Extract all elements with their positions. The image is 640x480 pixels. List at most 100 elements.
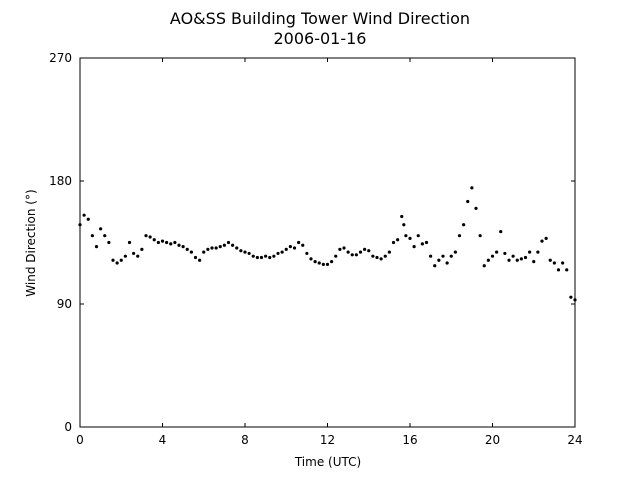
point <box>144 234 148 238</box>
point <box>243 250 247 254</box>
point <box>177 243 181 247</box>
point <box>165 240 169 245</box>
point <box>371 254 375 258</box>
chart-title: AO&SS Building Tower Wind Direction <box>170 9 470 28</box>
point <box>515 258 519 262</box>
point <box>115 261 119 265</box>
point <box>235 246 239 250</box>
point <box>313 260 317 264</box>
point <box>437 258 441 262</box>
point <box>119 258 123 262</box>
point <box>193 255 198 260</box>
point <box>288 245 292 249</box>
x-tick-label: 12 <box>320 433 335 447</box>
point <box>127 240 132 245</box>
point <box>433 264 437 268</box>
point <box>132 251 136 256</box>
point <box>429 254 433 258</box>
point <box>305 251 309 256</box>
point <box>309 257 313 261</box>
point <box>552 261 556 265</box>
point <box>478 234 482 238</box>
point <box>99 227 103 231</box>
point <box>466 199 470 204</box>
point <box>528 250 532 254</box>
point <box>540 239 544 243</box>
point <box>358 250 363 254</box>
point <box>276 251 280 256</box>
point <box>532 260 536 264</box>
point <box>222 243 226 247</box>
point <box>536 250 540 254</box>
point <box>210 246 214 250</box>
point <box>379 257 383 261</box>
point <box>202 250 206 254</box>
point <box>441 254 445 258</box>
point <box>391 240 396 245</box>
point <box>297 240 301 245</box>
point <box>301 243 305 247</box>
point <box>169 242 173 246</box>
point <box>152 238 156 242</box>
point <box>255 255 259 260</box>
point <box>317 261 321 265</box>
x-tick-label: 0 <box>76 433 84 447</box>
point <box>412 245 416 249</box>
point <box>396 238 400 242</box>
point <box>198 258 202 262</box>
point <box>206 247 210 251</box>
x-tick-label: 24 <box>567 433 582 447</box>
point <box>346 250 350 254</box>
point <box>408 236 412 240</box>
point <box>181 245 185 249</box>
point <box>82 213 86 217</box>
point <box>511 254 515 258</box>
point <box>148 235 152 239</box>
point <box>519 257 523 261</box>
point <box>495 250 499 254</box>
point <box>474 206 478 210</box>
x-tick-label: 4 <box>159 433 167 447</box>
point <box>453 250 457 254</box>
point <box>268 255 272 260</box>
point <box>251 254 255 258</box>
point <box>569 295 573 299</box>
point <box>259 255 264 260</box>
point <box>239 249 243 253</box>
point <box>548 258 552 262</box>
point <box>424 240 429 245</box>
point <box>107 240 111 245</box>
chart-subtitle: 2006-01-16 <box>274 29 367 48</box>
point <box>523 255 528 260</box>
y-tick-label: 270 <box>49 51 72 65</box>
point <box>214 246 218 250</box>
point <box>247 251 251 256</box>
y-tick-label: 0 <box>64 420 72 434</box>
point <box>350 253 354 257</box>
point <box>330 260 334 264</box>
point <box>565 268 569 272</box>
point <box>482 264 486 268</box>
point <box>334 254 338 258</box>
point <box>292 246 297 250</box>
point <box>140 247 144 251</box>
point <box>404 234 408 238</box>
plot-frame <box>79 57 576 428</box>
point <box>367 249 371 253</box>
point <box>457 234 462 238</box>
point <box>503 251 507 256</box>
point <box>325 262 330 266</box>
x-tick-label: 16 <box>402 433 417 447</box>
point <box>375 255 379 260</box>
point <box>383 254 387 258</box>
point <box>486 258 490 262</box>
point <box>507 258 511 262</box>
point <box>342 246 346 250</box>
point <box>470 186 474 190</box>
point <box>420 242 424 246</box>
point <box>78 223 82 227</box>
point <box>86 217 90 221</box>
x-tick-label: 8 <box>241 433 249 447</box>
point <box>363 247 367 251</box>
point <box>280 250 284 254</box>
